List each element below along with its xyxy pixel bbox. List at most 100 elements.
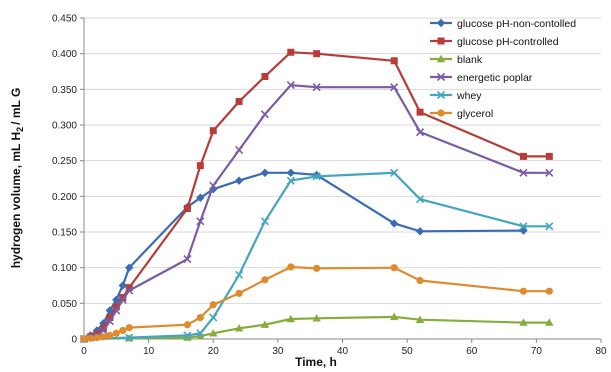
data-point xyxy=(234,324,244,332)
data-point-stroke xyxy=(260,110,270,119)
data-point xyxy=(183,321,191,329)
data-point xyxy=(519,168,528,177)
data-point xyxy=(235,289,243,297)
y-axis-title-suffix: / mL G xyxy=(9,88,23,125)
data-point xyxy=(125,333,134,342)
data-point xyxy=(196,331,205,340)
y-tick-label: 0.250 xyxy=(52,156,77,167)
data-point xyxy=(545,152,553,160)
data-point-stroke xyxy=(209,181,218,190)
series-energetic-poplar xyxy=(79,80,554,344)
data-point xyxy=(261,72,269,80)
data-point xyxy=(390,57,398,65)
data-point-stroke xyxy=(519,222,528,231)
data-point xyxy=(235,270,244,279)
data-point xyxy=(390,312,399,321)
x-tick-label: 10 xyxy=(143,346,155,357)
y-tick-label: 0.450 xyxy=(52,14,77,25)
data-point xyxy=(260,217,270,226)
data-point xyxy=(99,326,108,335)
data-point xyxy=(286,80,295,90)
data-point xyxy=(125,323,133,332)
y-axis-title-subscript: 2 xyxy=(15,127,25,132)
data-point xyxy=(86,334,95,342)
data-point xyxy=(119,326,127,335)
data-point xyxy=(519,318,528,326)
data-point xyxy=(415,315,425,323)
y-tick-label: 0.300 xyxy=(52,121,77,132)
data-point xyxy=(519,226,528,235)
x-tick-label: 80 xyxy=(595,346,607,357)
data-point xyxy=(519,287,528,295)
x-tick-label: 50 xyxy=(402,346,414,357)
data-point xyxy=(519,222,528,231)
data-point xyxy=(312,83,321,92)
x-tick-label: 30 xyxy=(272,346,284,357)
data-point xyxy=(183,204,191,212)
x-tick-label: 0 xyxy=(81,346,87,357)
data-point-stroke xyxy=(209,313,218,322)
legend-item: whey xyxy=(430,90,482,102)
data-point xyxy=(416,108,424,116)
data-point-stroke xyxy=(545,222,554,231)
x-tick-label: 20 xyxy=(208,346,220,357)
gridlines xyxy=(84,17,601,304)
data-point-stroke xyxy=(125,286,134,295)
data-point xyxy=(80,335,88,343)
data-point-stroke xyxy=(183,255,192,264)
data-point xyxy=(286,176,295,185)
data-point xyxy=(545,222,554,231)
series-glycerol xyxy=(80,263,553,343)
data-point xyxy=(183,255,192,264)
x-tick-labels: 0 10 20 30 40 50 60 70 80 xyxy=(81,339,607,357)
legend-label: glycerol xyxy=(457,108,493,120)
data-point xyxy=(312,314,321,322)
data-point xyxy=(545,287,553,295)
data-point xyxy=(287,263,295,271)
data-point xyxy=(209,127,217,135)
x-tick-label: 40 xyxy=(337,346,349,357)
data-point xyxy=(235,97,243,105)
data-point xyxy=(415,195,425,204)
data-point xyxy=(286,314,295,323)
series-whey xyxy=(79,168,554,344)
data-point xyxy=(436,18,446,28)
data-point-stroke xyxy=(415,128,425,137)
data-point xyxy=(390,264,398,272)
data-point-stroke xyxy=(519,168,528,177)
x-tick-label: 70 xyxy=(531,346,543,357)
data-point xyxy=(196,314,204,322)
data-point xyxy=(286,168,295,177)
data-point xyxy=(545,168,554,177)
data-point xyxy=(99,324,107,332)
data-point xyxy=(196,193,205,202)
data-point xyxy=(235,145,244,155)
data-point xyxy=(436,54,446,63)
legend-label: glucose pH-non-contolled xyxy=(457,18,576,30)
data-point xyxy=(436,72,446,82)
data-point xyxy=(312,172,321,181)
data-point-stroke xyxy=(286,176,295,185)
data-point xyxy=(436,90,446,100)
data-point xyxy=(196,329,205,338)
data-point-stroke xyxy=(112,306,121,315)
data-point-stroke xyxy=(105,317,114,326)
data-point xyxy=(125,286,134,295)
data-point xyxy=(118,295,127,304)
data-point-stroke xyxy=(436,90,446,100)
y-tick-label: 0.050 xyxy=(52,299,77,310)
x-tick-label: 60 xyxy=(466,346,478,357)
data-point-stroke xyxy=(312,83,321,92)
y-axis-title: hydrogen volume, mL H2 / mL G xyxy=(9,88,25,269)
data-point-stroke xyxy=(312,172,321,181)
data-point xyxy=(416,276,424,285)
data-point-stroke xyxy=(436,72,446,82)
data-point xyxy=(119,294,127,302)
legend-label: whey xyxy=(456,90,482,102)
data-point-stroke xyxy=(286,80,295,90)
data-point xyxy=(112,295,121,304)
y-tick-label: 0.100 xyxy=(52,263,77,274)
legend: glucose pH-non-contolled glucose pH-contr… xyxy=(430,18,576,120)
legend-item: energetic poplar xyxy=(430,72,533,84)
